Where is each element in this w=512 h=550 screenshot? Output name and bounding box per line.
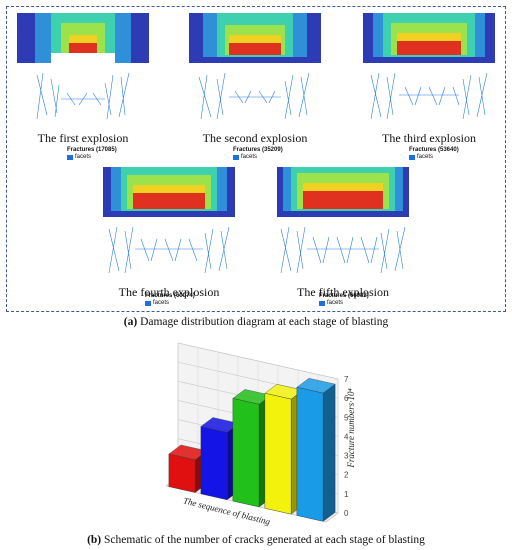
- facets-label: facets: [327, 300, 344, 306]
- y-tick-label: 2: [344, 471, 349, 480]
- bar-front: [200, 426, 228, 501]
- facets-swatch: [145, 300, 151, 306]
- stage-2-legend: Fractures (35209) facets: [233, 147, 283, 160]
- y-tick-label: 4: [344, 432, 349, 441]
- fracture-image: [370, 72, 488, 120]
- stage-title: The fifth explosion: [297, 285, 389, 299]
- facets-label: facets: [75, 154, 92, 160]
- stage-1-legend: Fractures (17085) facets: [67, 147, 117, 160]
- fractures-label: Fractures (17085): [67, 147, 117, 153]
- bar-front: [296, 386, 324, 522]
- stage-5-legend: Fractures (66982) facets: [319, 293, 369, 306]
- y-tick-label: 1: [344, 490, 349, 499]
- damage-contour-image: [277, 167, 409, 217]
- stage-title: The second explosion: [202, 131, 308, 145]
- fracture-image: [108, 226, 230, 274]
- bar: [296, 378, 336, 522]
- stage-title: The fourth explosion: [118, 285, 220, 299]
- stage-1: The first explosion: [17, 13, 149, 146]
- damage-contour-image: [189, 13, 321, 63]
- stage-title: The first explosion: [37, 131, 129, 145]
- stage-4: The fourth explosion: [103, 167, 235, 300]
- stage-5: The fifth explosion: [277, 167, 409, 300]
- bar-front: [232, 398, 260, 508]
- fractures-label: Fractures (53640): [409, 147, 459, 153]
- damage-distribution-panel: The first explosion Fractures (17085) fa…: [6, 6, 506, 312]
- stage-3-legend: Fractures (53640) facets: [409, 147, 459, 160]
- bar-front: [168, 453, 196, 493]
- y-tick-label: 5: [344, 413, 349, 422]
- chart-y-ticks: 0 1 2 3 4 5 6 7: [344, 375, 349, 518]
- stage-2: The second explosion: [189, 13, 321, 146]
- stage-3: The third explosion: [363, 13, 495, 146]
- fractures-label: Fractures (35209): [233, 147, 283, 153]
- caption-a: (a) Damage distribution diagram at each …: [0, 316, 512, 328]
- bar-side: [322, 383, 336, 522]
- damage-contour-image: [17, 13, 149, 63]
- facets-label: facets: [153, 300, 170, 306]
- damage-contour-image: [363, 13, 495, 63]
- y-tick-label: 0: [344, 509, 349, 518]
- facets-swatch: [233, 154, 239, 160]
- caption-a-letter: (a): [123, 316, 138, 328]
- stage-4-legend: Fractures (60074) facets: [145, 293, 195, 306]
- stage-title: The third explosion: [382, 131, 476, 145]
- damage-contour-image: [103, 167, 235, 217]
- y-axis-label: Fracture numbers·10⁴: [346, 388, 356, 468]
- facets-swatch: [67, 154, 73, 160]
- chart-bars: [168, 378, 336, 522]
- fractures-label: Fractures (66982): [319, 293, 369, 299]
- fracture-image: [198, 72, 310, 120]
- y-tick-label: 3: [344, 452, 349, 461]
- bar-front: [264, 392, 292, 515]
- fracture-image: [280, 226, 406, 274]
- y-tick-label: 6: [344, 394, 349, 403]
- caption-a-text: Damage distribution diagram at each stag…: [137, 316, 389, 328]
- caption-b-letter: (b): [87, 534, 102, 546]
- facets-label: facets: [241, 154, 258, 160]
- y-tick-label: 7: [344, 375, 349, 384]
- facets-swatch: [409, 154, 415, 160]
- fracture-image: [36, 72, 130, 120]
- caption-b: (b) Schematic of the number of cracks ge…: [0, 534, 512, 546]
- fractures-label: Fractures (60074): [145, 293, 195, 299]
- facets-label: facets: [417, 154, 434, 160]
- caption-b-text: Schematic of the number of cracks genera…: [101, 534, 425, 546]
- facets-swatch: [319, 300, 325, 306]
